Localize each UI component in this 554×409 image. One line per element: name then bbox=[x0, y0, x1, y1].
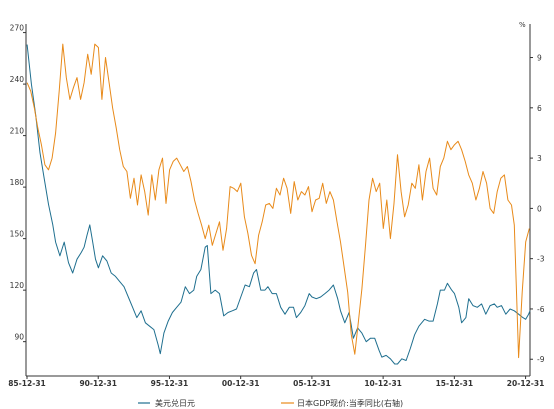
x-axis-tick-label: 10-12-31 bbox=[364, 379, 402, 388]
right-axis-tick-label: 3 bbox=[537, 154, 542, 163]
left-axis-tick-label: 240 bbox=[10, 75, 25, 84]
series-layer bbox=[26, 43, 531, 365]
left-axis-tick-label: 180 bbox=[10, 178, 25, 187]
series-line-usdjpy bbox=[26, 44, 531, 365]
series-line-japan-gdp-yoy bbox=[26, 43, 530, 359]
legend: 美元兑日元 日本GDP现价:当季同比(右轴) bbox=[138, 398, 403, 408]
left-axis-tick-label: 120 bbox=[10, 281, 25, 290]
left-axis-tick-label: 210 bbox=[10, 127, 25, 136]
right-axis-tick-label: 9 bbox=[537, 54, 542, 63]
x-axis-tick-label: 90-12-31 bbox=[79, 379, 117, 388]
x-axis-tick-label: 20-12-31 bbox=[507, 379, 545, 388]
right-axis-tick-label: -9 bbox=[537, 355, 545, 364]
x-axis-tick-label: 95-12-31 bbox=[151, 379, 189, 388]
legend-label-gdp: 日本GDP现价:当季同比(右轴) bbox=[297, 398, 403, 408]
right-axis-unit-label: % bbox=[519, 21, 526, 29]
axes-layer bbox=[25, 24, 531, 377]
right-axis-tick-label: -6 bbox=[537, 305, 545, 314]
left-axis-tick-label: 270 bbox=[10, 24, 25, 33]
ticks-layer: 90 120 150 180 210 240 270 -9 -6 -3 0 3 6 9 85-12-31 90… bbox=[8, 24, 544, 388]
x-axis-tick-label: 05-12-31 bbox=[293, 379, 331, 388]
right-axis-tick-label: 0 bbox=[537, 204, 542, 213]
x-axis-tick-label: 15-12-31 bbox=[436, 379, 474, 388]
right-axis-tick-label: 6 bbox=[537, 104, 542, 113]
x-axis-tick-label: 00-12-31 bbox=[222, 379, 260, 388]
right-axis-tick-label: -3 bbox=[537, 255, 545, 264]
left-axis-tick-label: 90 bbox=[14, 333, 24, 342]
legend-label-usdjpy: 美元兑日元 bbox=[155, 398, 195, 408]
x-axis-tick-label: 85-12-31 bbox=[8, 379, 46, 388]
left-axis-tick-label: 150 bbox=[10, 230, 25, 239]
